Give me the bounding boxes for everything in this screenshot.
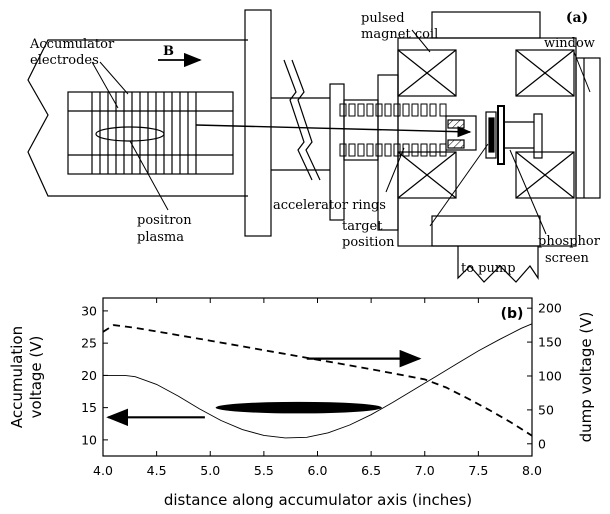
main-flange [244,9,272,237]
dump-voltage-line [102,324,533,437]
x-tick-label: 6.5 [361,463,381,478]
x-tick-label: 4.5 [147,463,167,478]
y-right-label: dump voltage (V) [577,312,595,443]
pump-port [457,246,539,283]
apparatus-diagram [27,9,601,283]
y-left-tick-label: 25 [81,336,97,351]
label-magnet-coil: magnet coil [361,27,438,42]
y-left-label-line2: voltage (V) [27,336,45,419]
label-electrodes: electrodes [30,53,99,68]
accelerator-rings [339,103,447,157]
y-right-tick-label: 200 [538,301,562,316]
x-tick-label: 7.5 [468,463,488,478]
window [575,57,601,199]
label-plasma: plasma [137,230,184,245]
y-left-tick-label: 15 [81,400,97,415]
y-right-ticks: 0 50 100 150 200 [527,301,562,451]
label-window: window [544,36,595,51]
leader-lines [91,29,591,235]
plot-frame [102,297,533,457]
chamber-top-port [431,11,541,39]
y-right-tick-label: 50 [538,402,554,417]
y-right-tick-label: 100 [538,368,562,383]
accumulator-electrodes [67,91,234,175]
x-ticks: 4.0 4.5 5.0 5.5 6.0 6.5 7.0 7.5 8.0 [93,298,542,478]
y-left-tick-label: 30 [81,303,97,318]
accelerator-hatch-bottom [447,139,465,149]
y-right-tick-label: 0 [538,436,546,451]
phosphor-screen-holder [533,113,543,159]
label-accumulator: Accumulator [29,37,115,52]
x-tick-label: 6.0 [308,463,328,478]
label-pulsed: pulsed [361,11,405,26]
x-tick-label: 5.0 [200,463,220,478]
target-holder [485,111,497,159]
positron-plasma [95,126,165,142]
accelerator-hatch-top [447,119,465,129]
accumulator-vacuum-tube [27,39,248,197]
x-tick-label: 5.5 [254,463,274,478]
annotation-layer [106,349,422,427]
y-left-tick-label: 10 [81,432,97,447]
y-left-label-line1: Accumulation [8,326,26,428]
voltage-chart: 4.0 4.5 5.0 5.5 6.0 6.5 7.0 7.5 8.0 10 15 20 25 30 0… [8,297,595,509]
label-to-pump: to pump [461,261,516,276]
apparatus-labels: (a) B Accumulator electrodes positron pl… [29,10,601,276]
x-tick-label: 4.0 [93,463,113,478]
accelerator-shield [445,115,477,151]
label-phosphor: phosphor [538,234,601,249]
y-left-tick-label: 20 [81,368,97,383]
plasma-ellipse [215,401,382,414]
x-tick-label: 8.0 [522,463,542,478]
phosphor-screen [497,105,505,165]
label-position: position [342,235,395,250]
panel-b-label: (b) [501,306,524,322]
beam-path [195,124,472,138]
accumulation-voltage-line [103,323,533,439]
series-layer [102,323,533,439]
chamber-bottom-port [431,215,541,247]
x-axis-label: distance along accumulator axis (inches) [164,491,472,509]
y-right-tick-label: 150 [538,335,562,350]
x-tick-label: 7.0 [415,463,435,478]
y-left-ticks: 10 15 20 25 30 [81,303,108,447]
label-positron: positron [137,213,192,228]
b-field-label: B [163,44,174,59]
panel-a-label: (a) [566,10,588,26]
label-accelerator-rings: accelerator rings [273,198,386,213]
pulsed-magnet-coil [397,49,575,199]
label-target: target [342,219,383,234]
label-screen: screen [545,251,590,266]
transfer-tube [271,59,330,181]
target [488,117,495,153]
